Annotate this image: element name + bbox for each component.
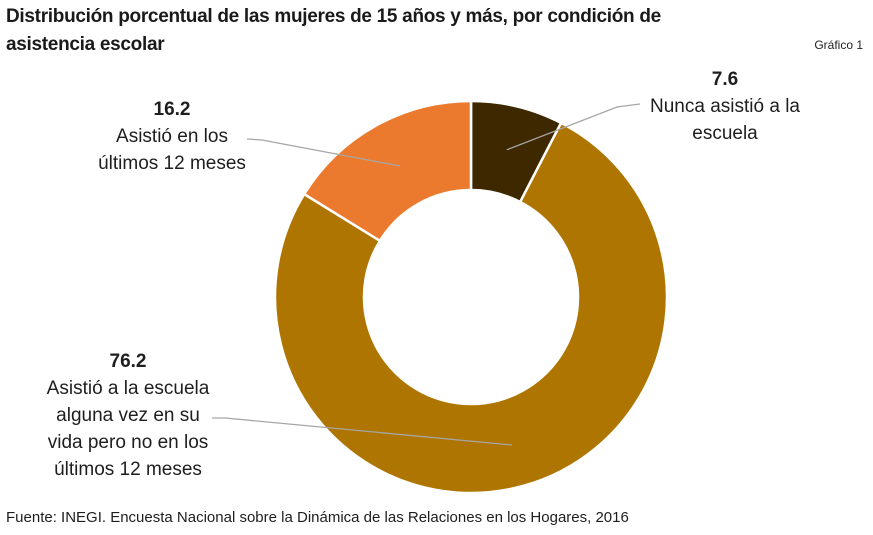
data-label-text-line: Nunca asistió a la bbox=[650, 96, 800, 117]
data-label-text-line: escuela bbox=[692, 123, 758, 144]
data-label-text-line: últimos 12 meses bbox=[98, 153, 246, 174]
data-label-text-line: Asistió en los bbox=[116, 126, 228, 147]
donut-slice bbox=[302, 99, 473, 243]
data-label-value: 7.6 bbox=[711, 69, 739, 90]
leader-line bbox=[506, 103, 641, 151]
data-label-asistio-alguna-vez: 76.2 Asistió a la escuela alguna vez en … bbox=[28, 348, 228, 483]
data-label-asistio-ultimos-12: 16.2 Asistió en los últimos 12 meses bbox=[72, 96, 272, 177]
donut-slice bbox=[273, 121, 669, 495]
chart-number-badge: Gráfico 1 bbox=[814, 38, 863, 52]
source-note: Fuente: INEGI. Encuesta Nacional sobre l… bbox=[6, 509, 629, 526]
data-label-text-line: vida pero no en los bbox=[47, 432, 209, 453]
data-label-nunca-asistio: 7.6 Nunca asistió a la escuela bbox=[620, 66, 830, 147]
data-label-value: 16.2 bbox=[153, 99, 191, 120]
leader-line bbox=[246, 138, 401, 167]
data-label-text-line: Asistió a la escuela bbox=[46, 378, 210, 399]
leader-line bbox=[212, 417, 513, 446]
chart-title: Distribución porcentual de las mujeres d… bbox=[6, 6, 661, 55]
data-label-text-line: alguna vez en su bbox=[56, 405, 200, 426]
data-label-value: 76.2 bbox=[109, 351, 147, 372]
data-label-text-line: últimos 12 meses bbox=[54, 459, 202, 480]
